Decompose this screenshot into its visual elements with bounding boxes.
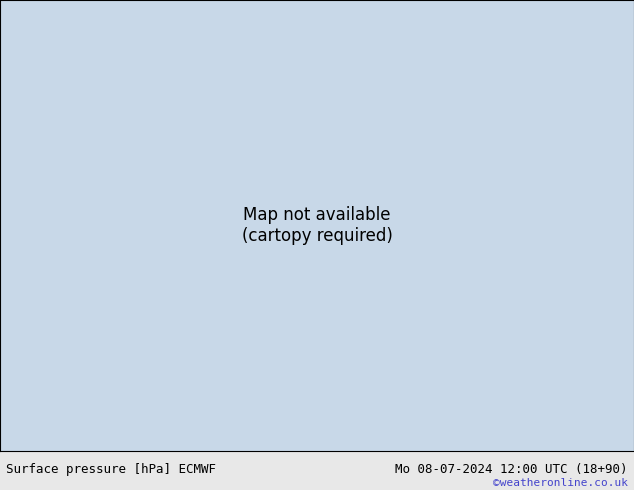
Text: Surface pressure [hPa] ECMWF: Surface pressure [hPa] ECMWF: [6, 463, 216, 476]
Text: ©weatheronline.co.uk: ©weatheronline.co.uk: [493, 478, 628, 488]
Text: Mo 08-07-2024 12:00 UTC (18+90): Mo 08-07-2024 12:00 UTC (18+90): [395, 463, 628, 476]
Text: Map not available
(cartopy required): Map not available (cartopy required): [242, 206, 392, 245]
